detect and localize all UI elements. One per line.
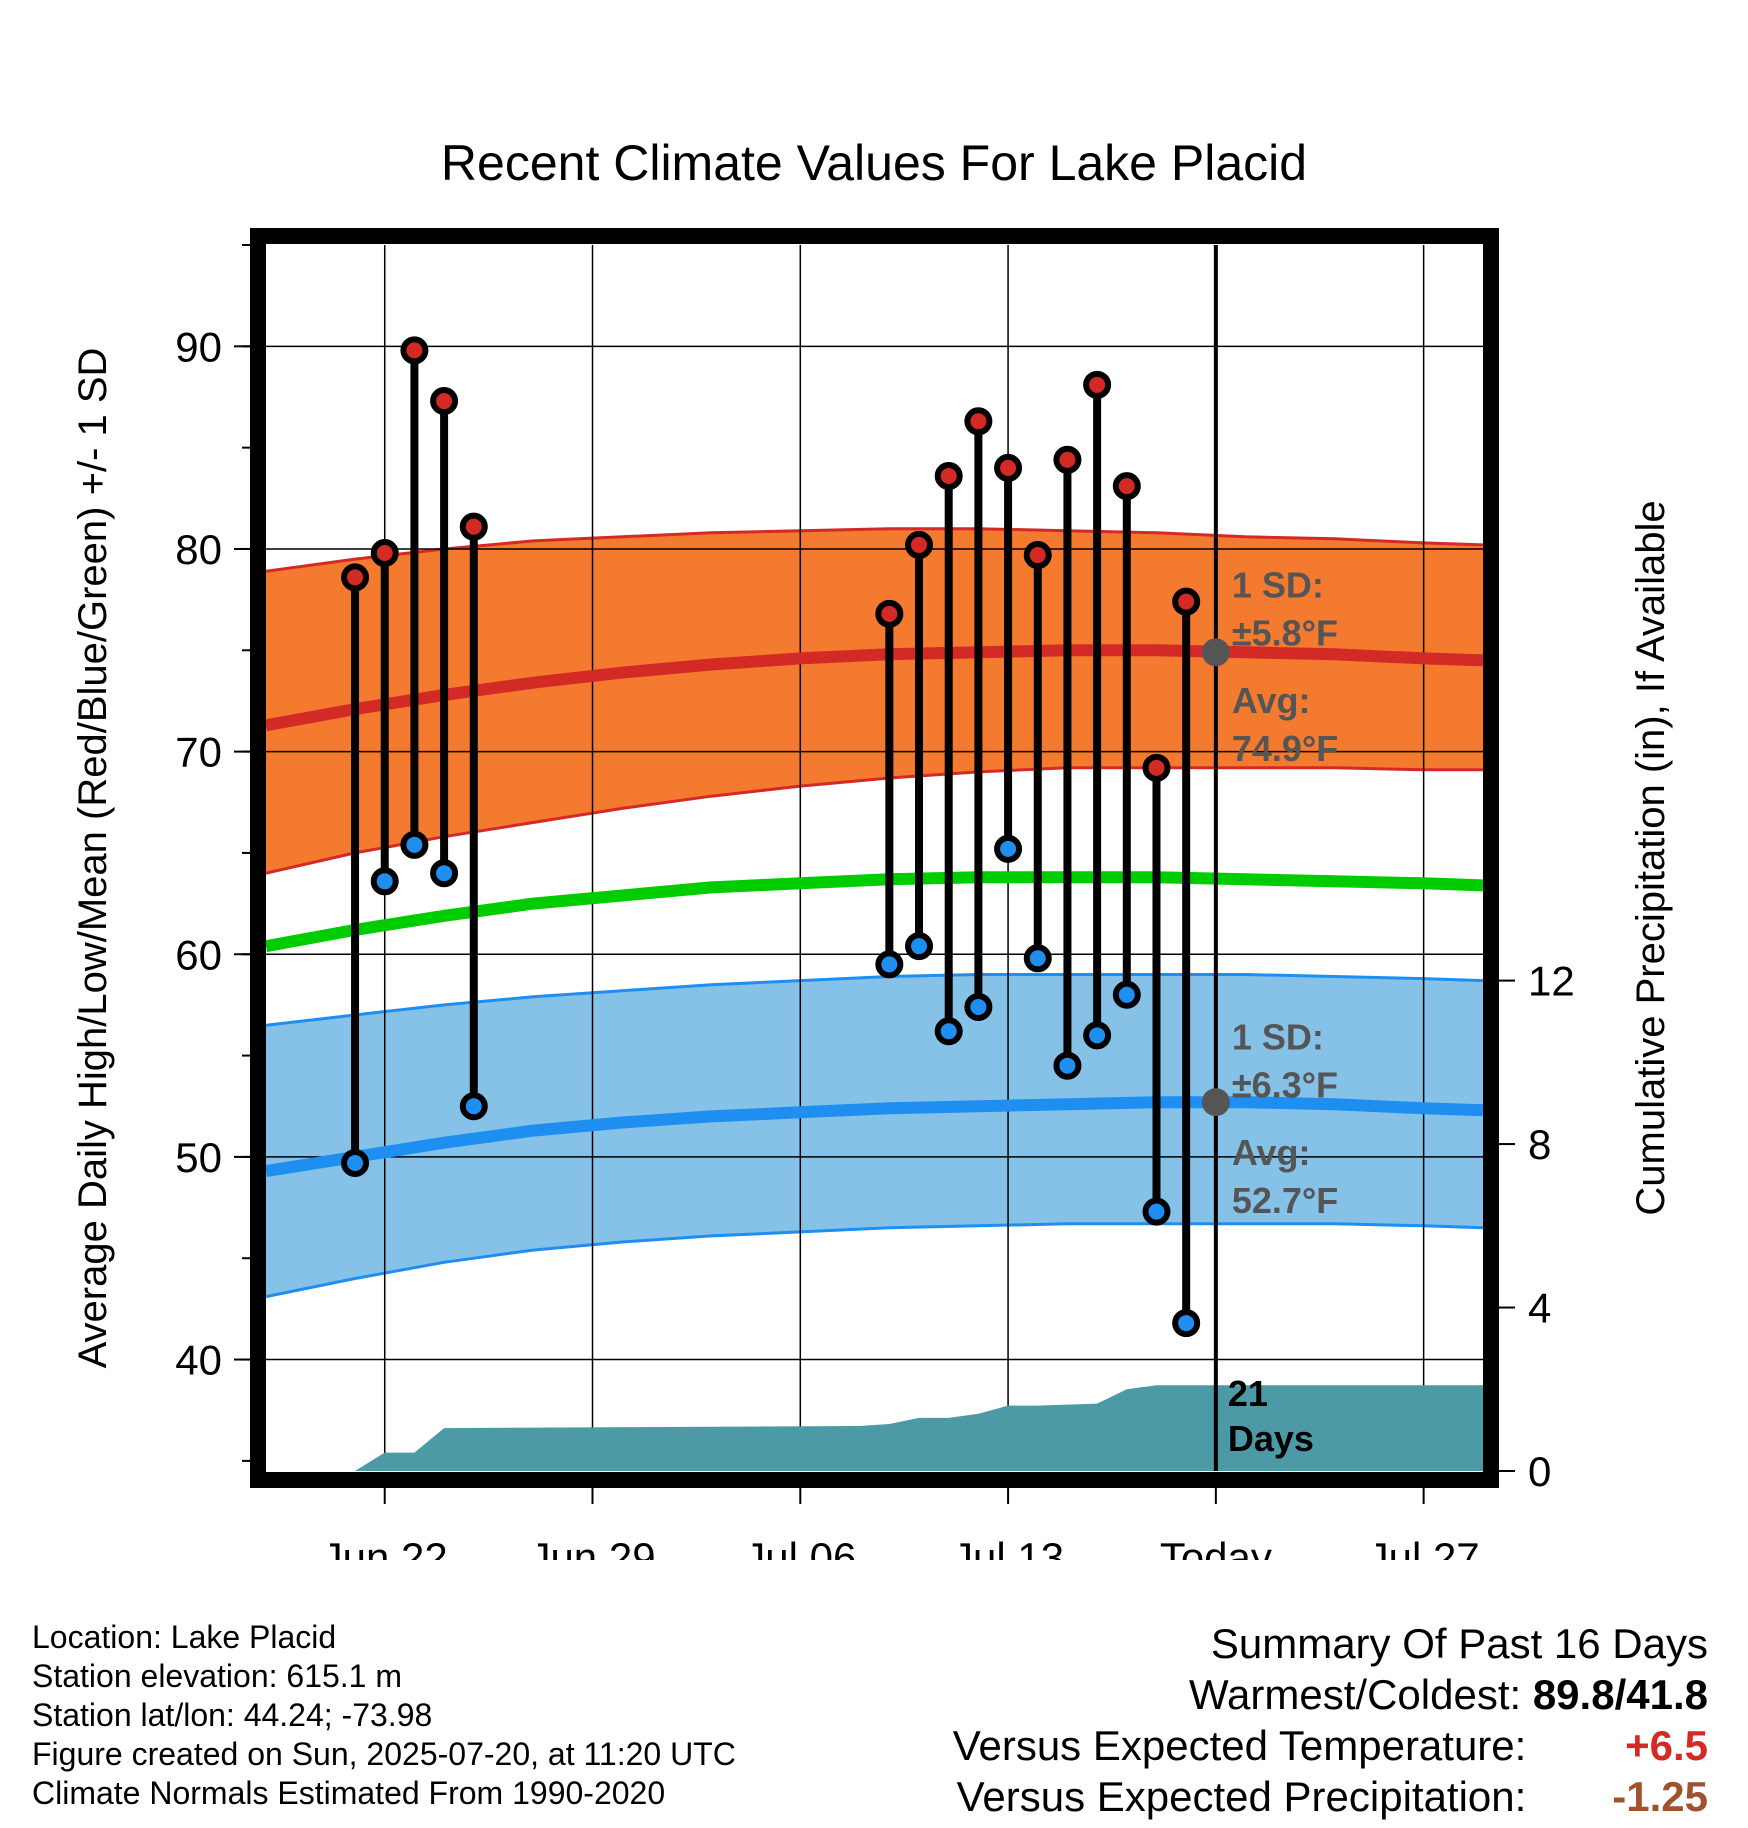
y-left-tick-label: 80 [175,526,222,573]
plot-frame [250,228,1499,1488]
summary-warmest-row: Warmest/Coldest: 89.8/41.8 [953,1669,1708,1720]
y-right-axis-title: Cumulative Precipitation (in), If Availa… [1629,500,1673,1215]
y-left-tick-label: 70 [175,729,222,776]
warmest-label: Warmest/Coldest: [1188,1671,1522,1718]
today-low-avg-marker [1201,1088,1230,1117]
daily-high-point [1142,753,1171,782]
station-info: Location: Lake Placid Station elevation:… [32,1618,736,1813]
temp-label: Versus Expected Temperature: [952,1722,1527,1769]
elevation-text: Station elevation: 615.1 m [32,1658,403,1694]
daily-low-point [459,1092,488,1121]
mean-avg-line [266,871,1483,953]
summary-title: Summary Of Past 16 Days [1210,1620,1708,1667]
daily-low-point [430,859,459,888]
y-right-tick-label: 12 [1528,958,1575,1005]
daily-low-point [400,830,429,859]
x-tick-label: Today [1160,1534,1272,1560]
daily-high-point [400,336,429,365]
daily-high-point [1112,472,1141,501]
warmest-value: 89.8/41.8 [1532,1671,1708,1718]
low-lower-edge [266,1222,1483,1299]
daily-low-point [370,867,399,896]
grid-lines [266,245,1483,1471]
x-tick-label: Jul 06 [744,1534,856,1560]
high-sd-label: 1 SD: [1232,565,1324,606]
y-left-axis-title: Average Daily High/Low/Mean (Red/Blue/Gr… [71,348,115,1369]
low-avg-label: Avg: [1232,1132,1311,1173]
temp-anomaly-value: +6.5 [1625,1722,1708,1769]
daily-low-point [994,834,1023,863]
daily-high-point [994,453,1023,482]
band-annotations: 1 SD: ±5.8°F Avg: 74.9°F 1 SD: ±6.3°F Avg: 52.7… [1228,565,1338,1459]
climate-chart: Recent Climate Values For Lake Placid 1 S… [71,135,1673,1560]
precip-area [355,1385,1483,1471]
daily-high-point [370,539,399,568]
daily-observations [341,336,1201,1338]
low-sd-band [266,974,1483,1297]
x-tick-label: Jul 27 [1368,1534,1480,1560]
precip-anomaly-value: -1.25 [1612,1773,1708,1820]
daily-low-point [905,932,934,961]
latlon-text: Station lat/lon: 44.24; -73.98 [32,1697,433,1733]
daily-high-point [1053,445,1082,474]
daily-low-point [875,950,904,979]
x-tick-label: Jun 22 [322,1534,448,1560]
axis-ticks [234,244,1515,1504]
y-right-tick-label: 8 [1528,1121,1551,1168]
y-right-tick-label: 0 [1528,1448,1551,1495]
summary-temp-row: Versus Expected Temperature: +6.5 [953,1720,1708,1771]
high-sd-value: ±5.8°F [1232,613,1338,654]
high-avg-value: 74.9°F [1232,728,1338,769]
x-tick-label: Jun 29 [529,1534,655,1560]
daily-high-point [905,530,934,559]
normals-text: Climate Normals Estimated From 1990-2020 [32,1775,666,1811]
x-tick-label: Jul 13 [952,1534,1064,1560]
daily-low-point [1083,1021,1112,1050]
daily-high-point [1083,370,1112,399]
low-sd-label: 1 SD: [1232,1016,1324,1057]
daily-low-point [341,1148,370,1177]
y-left-tick-label: 50 [175,1134,222,1181]
low-avg-value: 52.7°F [1232,1180,1338,1221]
high-avg-label: Avg: [1232,680,1311,721]
high-sd-band [266,528,1483,874]
summary-precip-row: Versus Expected Precipitation: -1.25 [953,1771,1708,1822]
daily-low-point [964,992,993,1021]
daily-high-point [459,512,488,541]
days-count-word: Days [1228,1418,1314,1459]
daily-low-point [1172,1309,1201,1338]
precip-label: Versus Expected Precipitation: [956,1773,1527,1820]
daily-low-point [934,1017,963,1046]
y-left-tick-label: 40 [175,1337,222,1384]
daily-high-point [934,462,963,491]
today-high-avg-marker [1201,638,1230,667]
daily-low-point [1053,1051,1082,1080]
y-left-tick-label: 90 [175,323,222,370]
daily-high-point [875,599,904,628]
chart-title: Recent Climate Values For Lake Placid [441,135,1307,191]
y-left-tick-label: 60 [175,931,222,978]
daily-high-point [341,563,370,592]
daily-high-point [964,407,993,436]
daily-high-point [1023,541,1052,570]
daily-high-point [1172,587,1201,616]
days-count-number: 21 [1228,1373,1268,1414]
low-sd-value: ±6.3°F [1232,1064,1338,1105]
daily-high-point [430,387,459,416]
low-avg-line [266,1096,1483,1178]
summary-panel: Summary Of Past 16 Days Warmest/Coldest:… [953,1618,1708,1822]
created-text: Figure created on Sun, 2025-07-20, at 11… [32,1736,736,1772]
daily-low-point [1112,980,1141,1009]
y-right-tick-label: 4 [1528,1285,1551,1332]
daily-low-point [1023,944,1052,973]
daily-low-point [1142,1197,1171,1226]
plot-area: 1 SD: ±5.8°F Avg: 74.9°F 1 SD: ±6.3°F Avg: 52.7… [266,245,1483,1471]
location-text: Location: Lake Placid [32,1619,337,1655]
